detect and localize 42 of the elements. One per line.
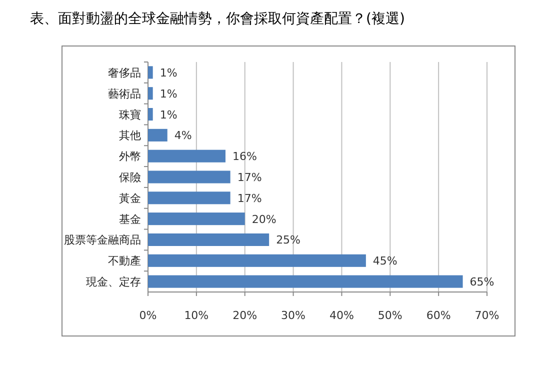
data-label: 25% — [276, 234, 301, 247]
bar — [148, 212, 245, 226]
data-label: 17% — [237, 192, 262, 205]
x-tick-label: 30% — [281, 309, 306, 322]
y-tick-label: 其他 — [119, 129, 141, 142]
chart-title: 表、面對動盪的全球金融情勢，你會採取何資產配置？(複選) — [30, 11, 405, 27]
bar — [148, 87, 153, 100]
y-tick-label: 基金 — [119, 212, 141, 226]
bar — [148, 233, 270, 246]
bar — [148, 150, 226, 162]
y-tick-label: 珠寶 — [119, 108, 141, 122]
data-label: 45% — [372, 254, 398, 268]
y-tick-label: 不動產 — [108, 254, 141, 268]
y-tick-label: 現金、定存 — [86, 276, 141, 289]
bar — [148, 128, 168, 142]
x-tick-label: 10% — [184, 309, 209, 322]
bar — [148, 254, 366, 267]
bar — [148, 108, 153, 121]
x-tick-label: 70% — [474, 309, 500, 322]
y-tick-label: 保險 — [119, 171, 141, 184]
data-label: 1% — [160, 66, 178, 80]
bar — [148, 170, 230, 184]
bar — [148, 275, 463, 288]
x-tick-label: 0% — [139, 309, 157, 322]
data-label: 16% — [232, 150, 257, 164]
y-tick-label: 股票等金融商品 — [64, 234, 141, 247]
x-tick-label: 40% — [329, 309, 354, 322]
bar — [148, 66, 153, 79]
data-label: 1% — [160, 87, 178, 100]
y-tick-label: 外幣 — [119, 150, 141, 164]
y-tick-label: 黃金 — [119, 192, 141, 205]
y-tick-label: 奢侈品 — [108, 66, 141, 80]
data-label: 65% — [470, 276, 494, 289]
x-tick-label: 50% — [378, 309, 402, 322]
data-label: 1% — [160, 108, 178, 122]
x-tick-label: 60% — [426, 309, 451, 322]
data-label: 20% — [252, 212, 276, 226]
x-tick-label: 20% — [232, 309, 258, 322]
data-label: 17% — [237, 171, 262, 184]
y-tick-label: 藝術品 — [108, 87, 141, 100]
bar — [148, 192, 230, 204]
data-label: 4% — [174, 129, 192, 142]
